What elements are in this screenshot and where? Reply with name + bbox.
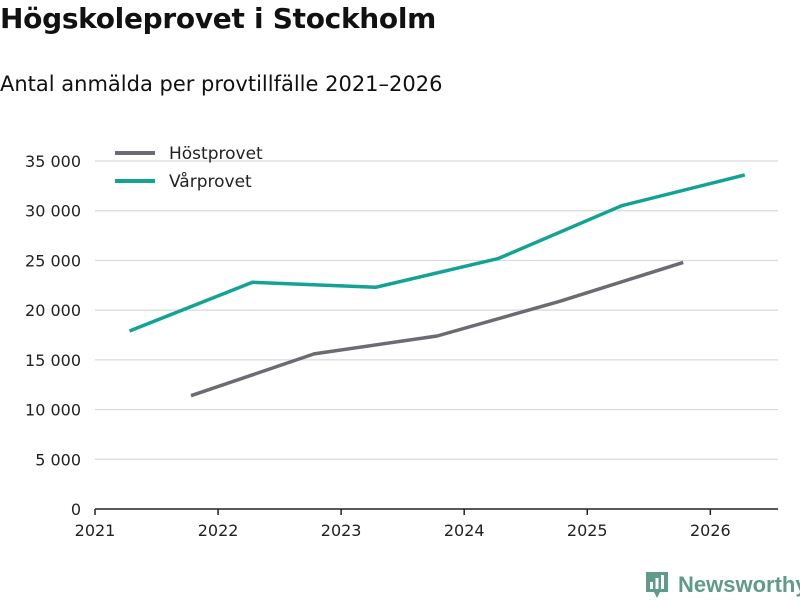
legend-label-varprovet: Vårprovet — [169, 171, 252, 192]
y-tick-label: 20 000 — [25, 301, 81, 320]
chart-subtitle: Antal anmälda per provtillfälle 2021–202… — [0, 72, 443, 96]
y-tick-label: 35 000 — [25, 152, 81, 171]
y-tick-label: 0 — [71, 500, 81, 519]
y-tick-label: 25 000 — [25, 251, 81, 270]
x-tick-label: 2021 — [75, 521, 116, 540]
legend: Höstprovet Vårprovet — [115, 144, 263, 192]
legend-label-hostprovet: Höstprovet — [169, 144, 263, 164]
y-tick-label: 15 000 — [25, 351, 81, 370]
series-line-hostprovet — [190, 260, 684, 398]
x-tick-label: 2026 — [690, 521, 731, 540]
axes: 0 5 000 10 000 15 000 20 000 25 000 30 000 35 0… — [25, 152, 778, 540]
y-tick-label: 5 000 — [35, 450, 81, 469]
x-tick-label: 2024 — [444, 521, 485, 540]
x-tick-label: 2025 — [567, 521, 608, 540]
newsworthy-icon — [646, 572, 668, 598]
chart-title: Högskoleprovet i Stockholm — [0, 2, 437, 35]
y-tick-label: 30 000 — [25, 202, 81, 221]
y-tick-label: 10 000 — [25, 401, 81, 420]
series-lines — [128, 173, 746, 398]
series-line-varprovet — [128, 173, 746, 333]
gridlines — [95, 160, 778, 460]
newsworthy-logo: Newsworthy — [644, 570, 800, 600]
brand-name: Newsworthy — [678, 572, 800, 597]
x-tick-label: 2022 — [198, 521, 239, 540]
x-tick-label: 2023 — [321, 521, 362, 540]
